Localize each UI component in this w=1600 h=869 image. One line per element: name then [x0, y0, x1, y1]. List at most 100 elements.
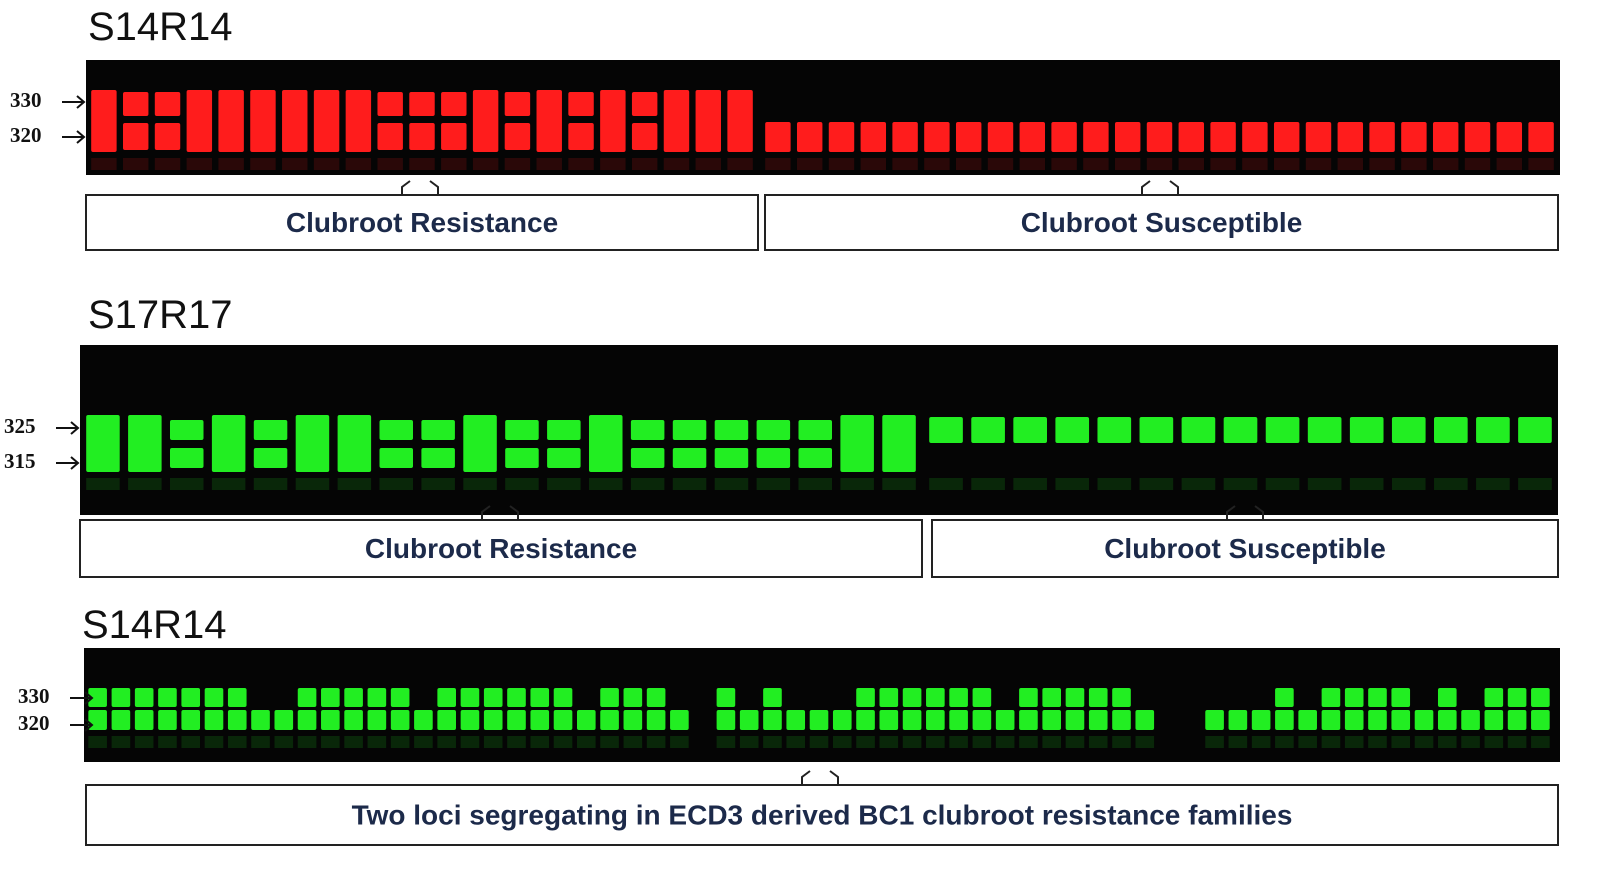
marker-arrow	[62, 130, 86, 144]
caption: Two loci segregating in ECD3 derived BC1…	[352, 799, 1293, 830]
band	[472, 90, 499, 152]
band	[111, 710, 131, 730]
band	[547, 448, 581, 468]
band	[274, 710, 294, 730]
band	[763, 710, 782, 730]
band	[250, 90, 276, 152]
marker-arrow	[56, 456, 80, 470]
band-shadow	[1437, 736, 1457, 748]
band-shadow	[321, 736, 340, 748]
band	[1401, 122, 1427, 152]
band	[379, 420, 414, 440]
band	[756, 448, 791, 468]
band	[1251, 710, 1271, 730]
band	[1464, 122, 1491, 152]
band-shadow	[1083, 158, 1109, 170]
band	[1321, 710, 1341, 730]
band	[321, 688, 340, 707]
band	[218, 90, 244, 152]
band	[379, 448, 414, 468]
band-shadow	[1114, 158, 1141, 170]
band	[504, 123, 531, 150]
band	[313, 90, 340, 152]
band	[204, 710, 224, 730]
band-shadow	[949, 736, 968, 748]
band	[134, 710, 154, 730]
band-shadow	[460, 736, 480, 748]
band	[158, 710, 177, 730]
band-shadow	[186, 158, 213, 170]
band	[530, 688, 550, 707]
band	[1135, 710, 1155, 730]
band-shadow	[828, 158, 855, 170]
band	[860, 122, 887, 152]
band	[547, 420, 581, 440]
band	[1051, 122, 1077, 152]
band	[390, 688, 410, 707]
band-shadow	[623, 736, 643, 748]
band-shadow	[1337, 158, 1364, 170]
band-shadow	[1051, 158, 1077, 170]
band-shadow	[1432, 158, 1459, 170]
band	[902, 688, 922, 707]
band	[505, 448, 539, 468]
band-shadow	[505, 478, 539, 490]
band	[672, 448, 707, 468]
band-shadow	[297, 736, 317, 748]
band	[924, 122, 950, 152]
band-shadow	[926, 736, 945, 748]
band	[441, 123, 467, 150]
band-shadow	[630, 478, 665, 490]
band	[1368, 688, 1387, 707]
band	[437, 688, 456, 707]
band-shadow	[414, 736, 433, 748]
band	[796, 122, 823, 152]
band	[1437, 710, 1457, 730]
band	[297, 688, 317, 707]
band-shadow	[218, 158, 244, 170]
band-shadow	[1349, 478, 1384, 490]
connector	[1141, 180, 1179, 195]
band	[1146, 122, 1173, 152]
band	[421, 420, 455, 440]
band	[111, 688, 131, 707]
band	[377, 92, 403, 116]
band-shadow	[1321, 736, 1341, 748]
size-marker: 320	[10, 123, 42, 147]
band-shadow	[253, 478, 288, 490]
band	[1223, 417, 1258, 443]
band-shadow	[344, 736, 363, 748]
band-shadow	[227, 736, 247, 748]
band	[972, 688, 992, 707]
band	[181, 710, 201, 730]
band	[169, 448, 204, 468]
connector	[801, 770, 839, 785]
band-shadow	[600, 736, 619, 748]
band	[1349, 417, 1384, 443]
connector	[401, 180, 439, 195]
band	[1083, 122, 1109, 152]
band	[122, 92, 149, 116]
band-shadow	[727, 158, 753, 170]
band	[1065, 710, 1085, 730]
band-shadow	[1013, 478, 1047, 490]
band-shadow	[1178, 158, 1205, 170]
band	[1414, 710, 1434, 730]
band	[154, 92, 181, 116]
band	[441, 92, 467, 116]
band	[646, 688, 666, 707]
band-shadow	[154, 158, 181, 170]
band	[1065, 688, 1085, 707]
band	[756, 420, 791, 440]
band-shadow	[86, 478, 120, 490]
connector	[1226, 505, 1264, 520]
band-shadow	[987, 158, 1014, 170]
band	[1275, 710, 1294, 730]
band	[786, 710, 806, 730]
band-shadow	[295, 478, 330, 490]
panel-title: S17R17	[88, 293, 233, 337]
band	[1507, 710, 1527, 730]
marker-arrow	[70, 718, 94, 732]
band	[409, 123, 435, 150]
band	[377, 123, 403, 150]
